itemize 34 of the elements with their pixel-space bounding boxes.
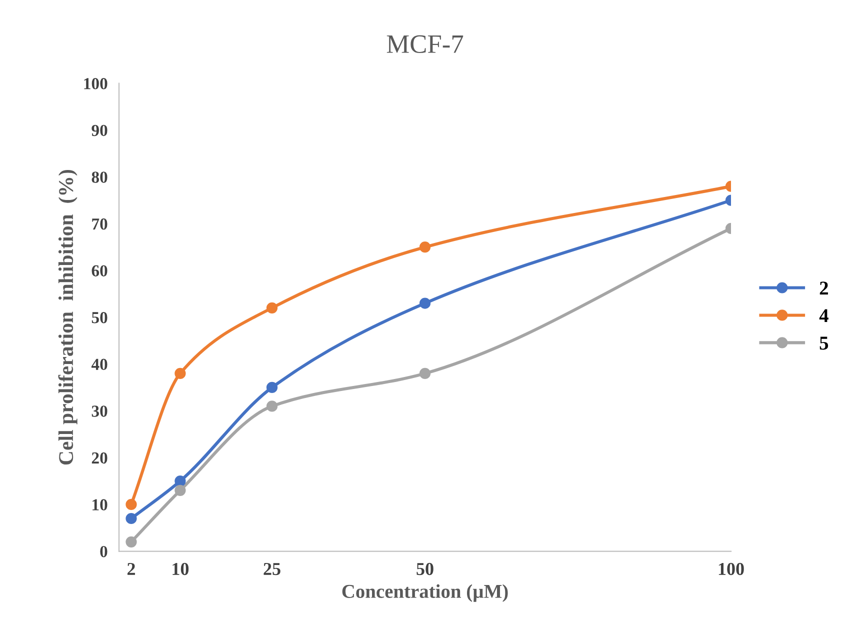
x-tick-label: 100 — [718, 562, 744, 576]
y-tick-label: 60 — [92, 265, 108, 276]
y-tick-label: 10 — [92, 499, 108, 510]
legend-label: 2 — [820, 282, 828, 295]
point — [266, 302, 278, 314]
point — [174, 368, 186, 380]
y-tick-label: 100 — [84, 78, 108, 90]
x-tick-label: 10 — [172, 562, 189, 576]
x-tick-label: 50 — [416, 562, 434, 576]
point — [419, 368, 431, 380]
legend-label: 5 — [820, 336, 828, 350]
point — [419, 298, 431, 309]
x-tick-label: 2 — [127, 562, 135, 575]
y-tick-label: 0 — [100, 546, 108, 558]
y-tick-label: 20 — [92, 452, 108, 464]
y-axis-title: Cell proliferation inhibition (%) — [58, 170, 78, 465]
y-tick-label: 30 — [92, 406, 108, 417]
chart-title: MCF-7 — [386, 35, 464, 54]
x-tick-label: 25 — [264, 562, 280, 576]
legend-label: 4 — [819, 309, 828, 322]
y-tick-label: 70 — [92, 218, 108, 230]
point — [266, 400, 278, 412]
point — [126, 536, 137, 548]
point — [174, 484, 186, 496]
y-tick-label: 40 — [91, 358, 108, 370]
point — [126, 498, 137, 510]
y-tick-label: 50 — [92, 312, 108, 324]
point — [126, 512, 137, 524]
point — [419, 242, 431, 253]
x-axis-title: Concentration (µM) — [342, 584, 508, 602]
point — [174, 476, 186, 487]
y-tick-label: 80 — [92, 172, 108, 183]
point — [266, 382, 278, 394]
y-tick-label: 90 — [92, 124, 108, 136]
